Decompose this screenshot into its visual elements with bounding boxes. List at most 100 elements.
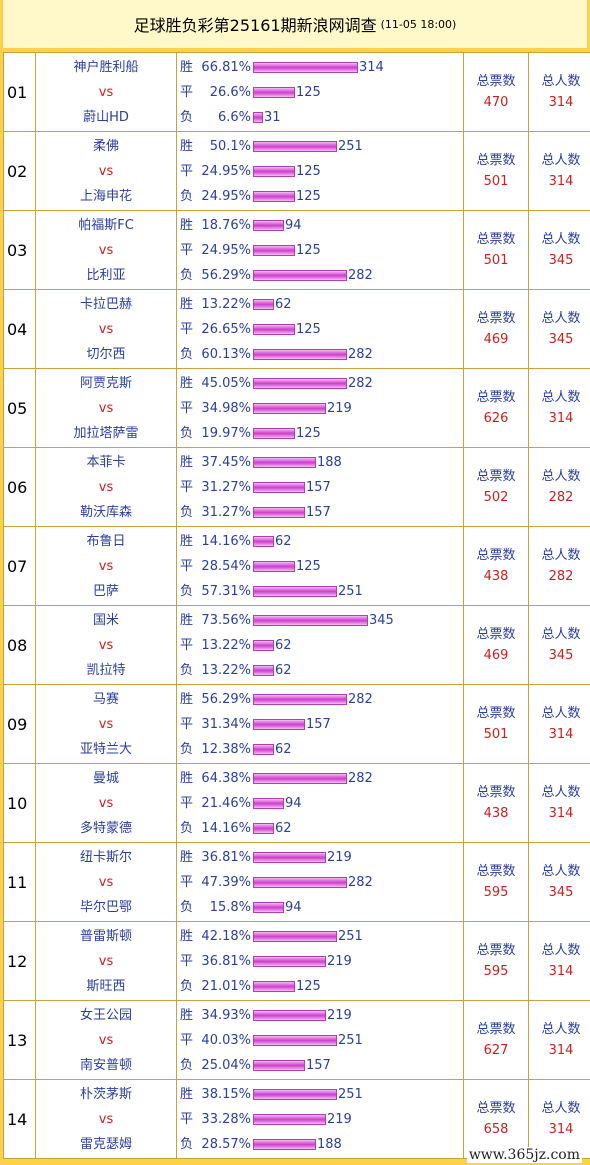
vote-bar bbox=[253, 1059, 305, 1071]
vote-count: 62 bbox=[275, 296, 292, 312]
outcome-percent: 31.27% bbox=[201, 479, 251, 495]
vote-stats: 胜 73.56% 345 平 13.22% 62 负 13.22% 62 bbox=[176, 605, 464, 685]
table-row: 08 国米 vs 凯拉特 胜 73.56% 345 平 13.22% 62 负 … bbox=[3, 605, 590, 685]
table-row: 11 纽卡斯尔 vs 毕尔巴鄂 胜 36.81% 219 平 47.39% 28… bbox=[3, 842, 590, 922]
vs-label: vs bbox=[98, 558, 114, 574]
vote-count: 282 bbox=[348, 375, 373, 391]
vote-bar bbox=[253, 930, 337, 942]
vote-count: 219 bbox=[327, 1111, 352, 1127]
vote-stats: 胜 66.81% 314 平 26.6% 125 负 6.6% 31 bbox=[176, 52, 464, 132]
outcome-label: 平 bbox=[180, 163, 194, 179]
outcome-label: 平 bbox=[180, 795, 194, 811]
outcome-label: 负 bbox=[180, 820, 194, 836]
outcome-percent: 56.29% bbox=[201, 267, 251, 283]
vote-bar bbox=[253, 244, 295, 256]
outcome-label: 负 bbox=[180, 662, 194, 678]
vote-bar bbox=[253, 955, 326, 967]
vote-bar bbox=[253, 772, 347, 784]
total-votes-cell: 总票数 501 bbox=[463, 210, 529, 290]
stat-row-win: 胜 42.18% 251 bbox=[177, 924, 463, 949]
vote-bar bbox=[253, 797, 284, 809]
total-votes-cell: 总票数 470 bbox=[463, 52, 529, 132]
outcome-percent: 64.38% bbox=[201, 770, 251, 786]
vote-count: 125 bbox=[296, 978, 321, 994]
outcome-percent: 33.28% bbox=[201, 1111, 251, 1127]
away-team: 毕尔巴鄂 bbox=[79, 899, 132, 915]
outcome-percent: 13.22% bbox=[201, 662, 251, 678]
match-number: 04 bbox=[3, 289, 36, 369]
home-team: 帕福斯FC bbox=[78, 217, 134, 233]
outcome-label: 平 bbox=[180, 84, 194, 100]
outcome-label: 平 bbox=[180, 1111, 194, 1127]
outcome-label: 胜 bbox=[180, 1007, 194, 1023]
table-row: 09 马赛 vs 亚特兰大 胜 56.29% 282 平 31.34% 157 … bbox=[3, 684, 590, 764]
outcome-label: 负 bbox=[180, 267, 194, 283]
total-people-cell: 总人数 282 bbox=[528, 526, 590, 606]
table-row: 10 曼城 vs 多特蒙德 胜 64.38% 282 平 21.46% 94 负… bbox=[3, 763, 590, 843]
match-teams: 柔佛 vs 上海申花 bbox=[35, 131, 177, 211]
match-teams: 朴茨茅斯 vs 雷克瑟姆 bbox=[35, 1079, 177, 1159]
total-votes-value: 469 bbox=[483, 648, 509, 663]
match-teams: 曼城 vs 多特蒙德 bbox=[35, 763, 177, 843]
outcome-label: 胜 bbox=[180, 612, 194, 628]
away-team: 勒沃库森 bbox=[79, 504, 132, 520]
vote-bar bbox=[253, 111, 263, 123]
vote-count: 219 bbox=[327, 953, 352, 969]
total-people-value: 345 bbox=[548, 648, 574, 663]
home-team: 国米 bbox=[92, 612, 119, 628]
outcome-label: 平 bbox=[180, 400, 194, 416]
vote-count: 94 bbox=[285, 899, 302, 915]
vote-bar bbox=[253, 639, 274, 651]
match-number: 13 bbox=[3, 1000, 36, 1080]
stat-row-win: 胜 34.93% 219 bbox=[177, 1003, 463, 1028]
total-people-cell: 总人数 314 bbox=[528, 368, 590, 448]
outcome-percent: 50.1% bbox=[209, 138, 251, 154]
vote-count: 251 bbox=[338, 1086, 363, 1102]
outcome-label: 平 bbox=[180, 874, 194, 890]
outcome-percent: 56.29% bbox=[201, 691, 251, 707]
match-teams: 本菲卡 vs 勒沃库森 bbox=[35, 447, 177, 527]
outcome-label: 平 bbox=[180, 558, 194, 574]
outcome-percent: 26.65% bbox=[201, 321, 251, 337]
vote-count: 188 bbox=[317, 1136, 342, 1152]
total-people-value: 314 bbox=[548, 806, 574, 821]
page-title: 足球胜负彩第25161期新浪网调查 bbox=[133, 16, 377, 35]
total-votes-value: 501 bbox=[483, 253, 509, 268]
vote-count: 157 bbox=[306, 504, 331, 520]
total-people-label: 总人数 bbox=[541, 1022, 581, 1037]
outcome-percent: 15.8% bbox=[209, 899, 251, 915]
stat-row-loss: 负 14.16% 62 bbox=[177, 816, 463, 841]
home-team: 本菲卡 bbox=[86, 454, 126, 470]
away-team: 亚特兰大 bbox=[79, 741, 132, 757]
total-votes-value: 501 bbox=[483, 174, 509, 189]
home-team: 女王公园 bbox=[79, 1007, 132, 1023]
outcome-percent: 24.95% bbox=[201, 242, 251, 258]
away-team: 上海申花 bbox=[79, 188, 132, 204]
vote-count: 125 bbox=[296, 425, 321, 441]
vs-label: vs bbox=[98, 163, 114, 179]
stat-row-loss: 负 60.13% 282 bbox=[177, 342, 463, 367]
vote-bar bbox=[253, 323, 295, 335]
vote-stats: 胜 14.16% 62 平 28.54% 125 负 57.31% 251 bbox=[176, 526, 464, 606]
stat-row-win: 胜 73.56% 345 bbox=[177, 608, 463, 633]
outcome-label: 胜 bbox=[180, 928, 194, 944]
vote-stats: 胜 13.22% 62 平 26.65% 125 负 60.13% 282 bbox=[176, 289, 464, 369]
away-team: 切尔西 bbox=[86, 346, 126, 362]
total-votes-value: 626 bbox=[483, 411, 509, 426]
outcome-percent: 28.57% bbox=[201, 1136, 251, 1152]
stat-row-loss: 负 24.95% 125 bbox=[177, 184, 463, 209]
outcome-label: 负 bbox=[180, 583, 194, 599]
total-votes-value: 595 bbox=[483, 885, 509, 900]
total-votes-value: 658 bbox=[483, 1122, 509, 1137]
vote-bar bbox=[253, 980, 295, 992]
page-header: 足球胜负彩第25161期新浪网调查 (11-05 18:00) bbox=[3, 0, 587, 48]
outcome-percent: 13.22% bbox=[201, 637, 251, 653]
away-team: 加拉塔萨雷 bbox=[73, 425, 139, 441]
total-people-value: 314 bbox=[548, 1122, 574, 1137]
vote-stats: 胜 50.1% 251 平 24.95% 125 负 24.95% 125 bbox=[176, 131, 464, 211]
total-people-label: 总人数 bbox=[541, 627, 581, 642]
home-team: 曼城 bbox=[92, 770, 119, 786]
vote-count: 345 bbox=[369, 612, 394, 628]
vote-stats: 胜 56.29% 282 平 31.34% 157 负 12.38% 62 bbox=[176, 684, 464, 764]
stat-row-draw: 平 47.39% 282 bbox=[177, 870, 463, 895]
